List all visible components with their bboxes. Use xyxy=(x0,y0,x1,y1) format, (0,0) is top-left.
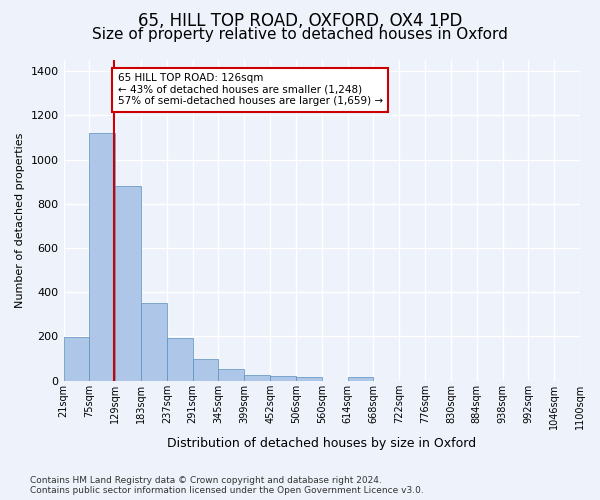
Text: 65 HILL TOP ROAD: 126sqm
← 43% of detached houses are smaller (1,248)
57% of sem: 65 HILL TOP ROAD: 126sqm ← 43% of detach… xyxy=(118,74,383,106)
Text: Size of property relative to detached houses in Oxford: Size of property relative to detached ho… xyxy=(92,28,508,42)
Bar xyxy=(64,337,89,380)
Bar xyxy=(115,186,141,380)
Y-axis label: Number of detached properties: Number of detached properties xyxy=(15,132,25,308)
X-axis label: Distribution of detached houses by size in Oxford: Distribution of detached houses by size … xyxy=(167,437,476,450)
Text: 65, HILL TOP ROAD, OXFORD, OX4 1PD: 65, HILL TOP ROAD, OXFORD, OX4 1PD xyxy=(138,12,462,30)
Bar xyxy=(167,338,193,380)
Bar xyxy=(218,369,244,380)
Bar xyxy=(193,358,218,380)
Bar xyxy=(244,375,270,380)
Text: Contains HM Land Registry data © Crown copyright and database right 2024.
Contai: Contains HM Land Registry data © Crown c… xyxy=(30,476,424,495)
Bar xyxy=(270,376,296,380)
Bar xyxy=(141,303,167,380)
Bar xyxy=(89,133,115,380)
Bar xyxy=(296,376,322,380)
Bar xyxy=(347,378,373,380)
